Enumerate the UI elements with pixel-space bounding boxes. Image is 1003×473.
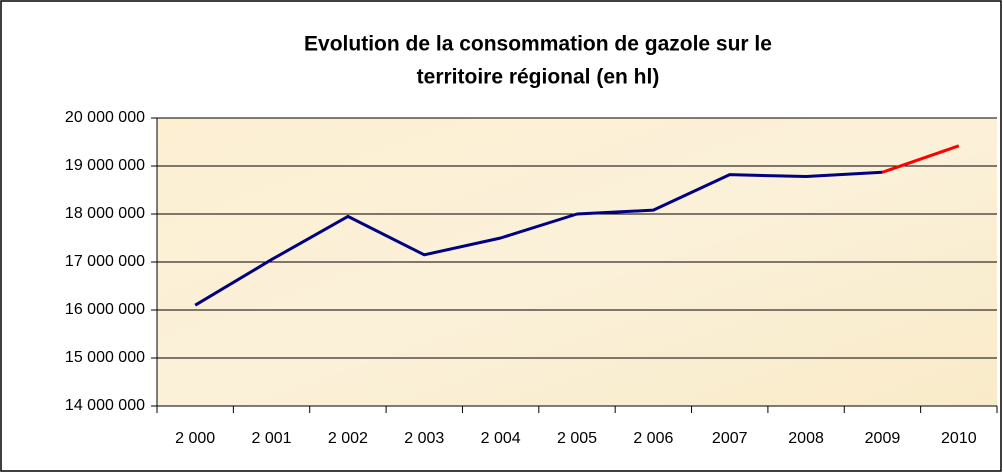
y-tick-label: 14 000 000: [65, 397, 145, 414]
x-tick-label: 2 000: [175, 430, 215, 447]
line-series: [881, 144, 960, 174]
chart-title: territoire régional (en hl): [417, 66, 660, 89]
x-tick-label: 2008: [788, 430, 824, 447]
x-tick-label: 2 005: [557, 430, 597, 447]
y-tick-label: 20 000 000: [65, 109, 145, 126]
x-tick-label: 2 001: [252, 430, 292, 447]
y-tick-label: 17 000 000: [65, 253, 145, 270]
x-tick-label: 2 003: [404, 430, 444, 447]
x-tick-label: 2007: [712, 430, 748, 447]
x-tick-label: 2 004: [481, 430, 521, 447]
y-tick-label: 19 000 000: [65, 157, 145, 174]
y-tick-label: 16 000 000: [65, 301, 145, 318]
line-series: [194, 170, 883, 307]
x-tick-label: 2010: [941, 430, 977, 447]
chart-title: Evolution de la consommation de gazole s…: [304, 33, 772, 56]
y-tick-label: 15 000 000: [65, 349, 145, 366]
x-tick-label: 2 006: [633, 430, 673, 447]
x-tick-label: 2009: [865, 430, 901, 447]
y-tick-label: 18 000 000: [65, 205, 145, 222]
x-tick-label: 2 002: [328, 430, 368, 447]
